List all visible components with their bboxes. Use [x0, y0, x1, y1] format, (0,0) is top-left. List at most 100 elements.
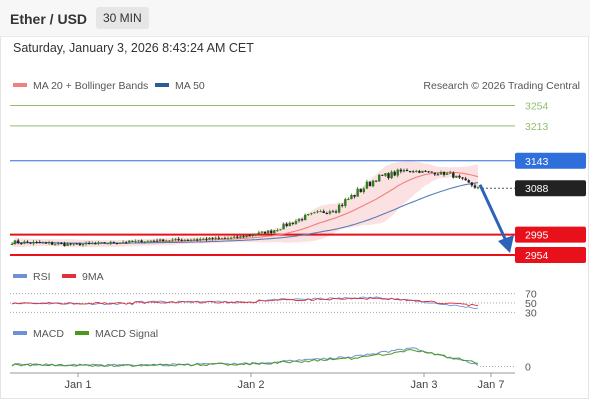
candle-body — [118, 242, 122, 244]
candle-body — [217, 237, 220, 239]
candle-body — [229, 237, 233, 239]
candle-body — [461, 177, 464, 179]
level-label-2995: 2995 — [525, 230, 549, 242]
level-tag-3088 — [515, 180, 586, 197]
candle-body — [44, 242, 48, 244]
level-label-2954: 2954 — [525, 250, 549, 262]
timeframe-button[interactable]: 30 MIN — [96, 7, 149, 29]
ma50-legend-swatch — [155, 83, 169, 87]
candle-body — [41, 242, 45, 244]
candle-body — [195, 239, 199, 241]
header-bar: Ether / USD 30 MIN — [0, 0, 590, 37]
instrument-title: Ether / USD — [10, 11, 88, 27]
candle-body — [337, 204, 341, 213]
candle-body — [66, 243, 69, 246]
level-tag-2995 — [515, 226, 586, 243]
candle-body — [60, 243, 63, 245]
datetime-label: Saturday, January 3, 2026 8:43:24 AM CET — [13, 41, 254, 55]
candle-body — [69, 243, 72, 245]
candle-body — [399, 169, 403, 172]
candle-body — [449, 172, 452, 174]
candle-body — [415, 170, 418, 172]
candle-body — [205, 238, 208, 240]
candle-body — [353, 195, 356, 197]
candle-body — [211, 237, 214, 239]
candle-body — [266, 230, 270, 234]
level-tag-3143 — [515, 152, 586, 169]
ma20-legend-swatch — [13, 83, 27, 87]
candle-body — [402, 169, 406, 172]
candle-body — [300, 219, 304, 221]
candle-body — [473, 185, 477, 188]
rsi-legend-label: RSI — [33, 271, 51, 283]
candle-body — [91, 243, 94, 245]
candle-body — [381, 174, 384, 176]
candle-body — [291, 222, 295, 224]
candle-body — [87, 242, 91, 244]
candle-body — [344, 199, 347, 206]
candle-body — [384, 173, 387, 176]
candle-body — [23, 241, 26, 244]
candle-body — [174, 238, 177, 240]
candle-body — [152, 240, 156, 242]
candle-body — [307, 214, 310, 216]
macd-series-0 — [11, 347, 479, 367]
candle-body — [393, 171, 396, 176]
candle-body — [84, 242, 88, 245]
candle-body — [199, 239, 202, 241]
candle-body — [226, 238, 230, 240]
candle-body — [10, 244, 14, 246]
candle-body — [325, 213, 328, 215]
candle-body — [313, 212, 316, 214]
candle-body — [239, 236, 242, 238]
candle-body — [257, 232, 261, 235]
candle-body — [38, 242, 41, 244]
candle-body — [165, 240, 168, 242]
candle-body — [294, 221, 298, 224]
candle-body — [189, 239, 193, 241]
candle-body — [177, 238, 180, 240]
candle-body — [421, 170, 424, 173]
candle-body — [470, 182, 474, 186]
rsi-series-1 — [11, 297, 479, 307]
candle-body — [408, 171, 412, 173]
candle-body — [168, 240, 171, 242]
candle-body — [146, 240, 149, 242]
candle-body — [94, 243, 97, 245]
candle-body — [149, 240, 153, 242]
candle-body — [245, 235, 248, 238]
candle-body — [322, 211, 325, 214]
candle-body — [418, 170, 421, 173]
candle-body — [374, 180, 378, 182]
time-tick-label: Jan 2 — [238, 379, 265, 391]
candle-body — [16, 240, 20, 244]
candle-body — [467, 180, 470, 183]
level-label-3143: 3143 — [525, 156, 549, 168]
candle-body — [97, 242, 100, 244]
candle-body — [303, 214, 307, 221]
credit-label: Research © 2026 Trading Central — [423, 80, 580, 92]
candle-body — [378, 174, 381, 182]
candle-body — [452, 172, 455, 178]
candle-body — [362, 188, 366, 193]
candle-body — [208, 237, 211, 240]
candle-body — [390, 171, 393, 179]
candle-body — [75, 243, 79, 245]
candle-body — [347, 199, 350, 201]
candle-body — [445, 173, 449, 175]
candle-body — [455, 175, 458, 178]
candle-body — [263, 231, 267, 234]
candle-body — [223, 238, 227, 240]
candle-body — [115, 242, 119, 244]
candle-body — [183, 239, 187, 241]
candle-body — [214, 237, 217, 239]
candle-body — [192, 239, 196, 241]
candle-body — [54, 244, 57, 246]
price-pane: 3254 3213 3143 3088 2995 2954 — [10, 100, 586, 264]
time-tick-label: Jan 1 — [65, 379, 92, 391]
time-ticks: Jan 1 Jan 2 Jan 3 Jan 7 — [65, 373, 504, 391]
rsi-legend-swatch — [13, 274, 27, 278]
candle-body — [100, 242, 103, 244]
candle-body — [26, 241, 29, 243]
